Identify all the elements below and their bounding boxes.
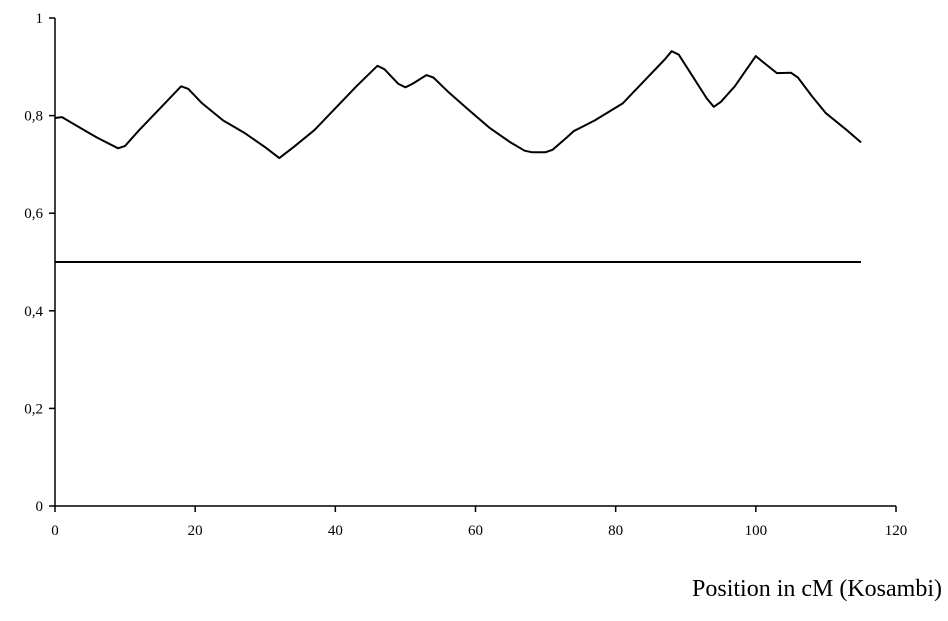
x-tick-label: 80 — [608, 523, 623, 539]
y-tick-label: 1 — [36, 11, 44, 27]
y-axis: 0 0,2 0,4 0,6 0,8 1 — [24, 11, 56, 515]
y-tick-label: 0,2 — [24, 401, 43, 417]
x-tick-label: 120 — [885, 523, 908, 539]
y-tick-label: 0,4 — [24, 304, 43, 320]
y-tick-label: 0 — [36, 499, 44, 515]
y-tick-label: 0,8 — [24, 109, 43, 125]
x-tick-label: 60 — [468, 523, 483, 539]
x-axis: 0 20 40 60 80 100 120 — [51, 505, 908, 539]
series-line-profile — [54, 50, 862, 160]
y-tick-label: 0,6 — [24, 206, 43, 222]
x-tick-label: 20 — [188, 523, 203, 539]
x-tick-label: 40 — [328, 523, 343, 539]
x-tick-label: 100 — [745, 523, 768, 539]
x-tick-label: 0 — [51, 523, 59, 539]
plot-series — [54, 50, 862, 263]
x-axis-title: Position in cM (Kosambi) — [692, 576, 942, 602]
